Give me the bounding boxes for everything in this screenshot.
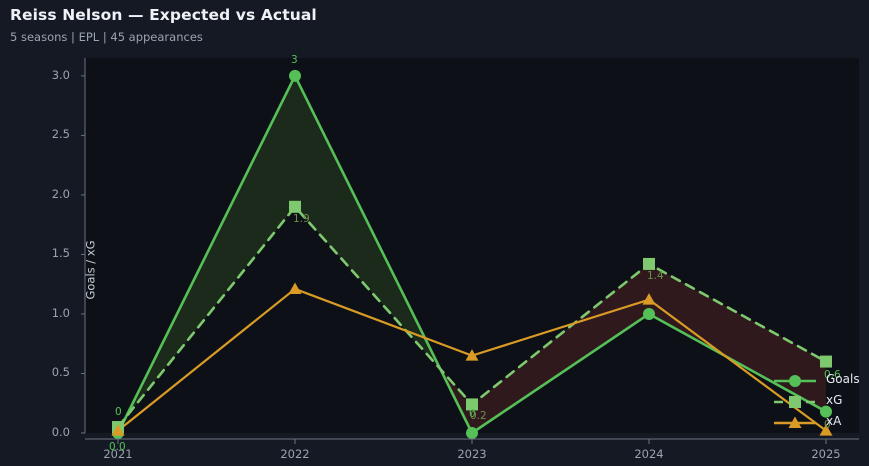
point-label-xa_2025: 0 xyxy=(824,418,831,431)
marker-goals-2025 xyxy=(820,405,832,418)
axis-lines xyxy=(81,58,859,444)
legend-label-xg: xG xyxy=(826,393,843,407)
x-tick-2023: 2023 xyxy=(457,447,487,461)
legend-marker-square-marker xyxy=(774,396,816,408)
y-tick-3.0: 3.0 xyxy=(51,67,70,82)
marker-xg-2022 xyxy=(289,200,301,213)
y-tick-1.0: 1.0 xyxy=(51,305,70,320)
legend-marker-circle-marker xyxy=(774,375,816,387)
marker-xa-2021 xyxy=(111,424,125,436)
point-label-goals_2022: 3 xyxy=(291,53,298,66)
marker-xg-2024 xyxy=(643,257,655,270)
marker-xa-2025 xyxy=(819,424,833,436)
y-tick-0.5: 0.5 xyxy=(51,365,70,380)
marker-xa-2022 xyxy=(288,282,302,294)
legend-marker-triangle-marker xyxy=(774,416,816,428)
point-label-goals_2021: 0 xyxy=(115,406,122,418)
x-tick-2025: 2025 xyxy=(811,447,841,461)
marker-xg-2023 xyxy=(466,398,478,411)
y-tick-1.5: 1.5 xyxy=(51,246,70,261)
marker-xa-2024 xyxy=(642,293,656,305)
page-title: Reiss Nelson — Expected vs Actual xyxy=(10,6,317,24)
series-markers xyxy=(111,69,833,439)
legend-label-goals: Goals xyxy=(826,372,860,386)
x-tick-2024: 2024 xyxy=(634,447,664,461)
marker-goals-2023 xyxy=(466,427,478,439)
point-label-xg_2022: 1.9 xyxy=(293,212,310,225)
marker-xg-2025 xyxy=(820,355,832,368)
marker-goals-2024 xyxy=(643,307,655,320)
y-axis-title-wrap: Goals / xG xyxy=(83,58,859,433)
point-label-xg_2025: 0.6 xyxy=(824,368,841,381)
marker-goals-2022 xyxy=(289,69,301,82)
point-label-xg_2024: 1.4 xyxy=(647,269,664,282)
marker-xa-2023 xyxy=(465,349,479,361)
y-tick-2.0: 2.0 xyxy=(51,186,70,201)
chart-subtitle: 5 seasons | EPL | 45 appearances xyxy=(10,30,203,44)
point-label-xg_2023: 0.2 xyxy=(470,410,487,423)
point-label-xg_2021: 0.0 xyxy=(109,441,126,453)
y-tick-0.0: 0.0 xyxy=(51,425,70,439)
y-axis-title: Goals / xG xyxy=(83,240,98,300)
point-label-goals_2023: 0 xyxy=(469,408,476,420)
x-tick-2021: 2021 xyxy=(103,447,133,461)
x-tick-2022: 2022 xyxy=(280,447,310,461)
y-tick-2.5: 2.5 xyxy=(51,127,70,142)
legend-label-xa: xA xyxy=(826,414,842,428)
